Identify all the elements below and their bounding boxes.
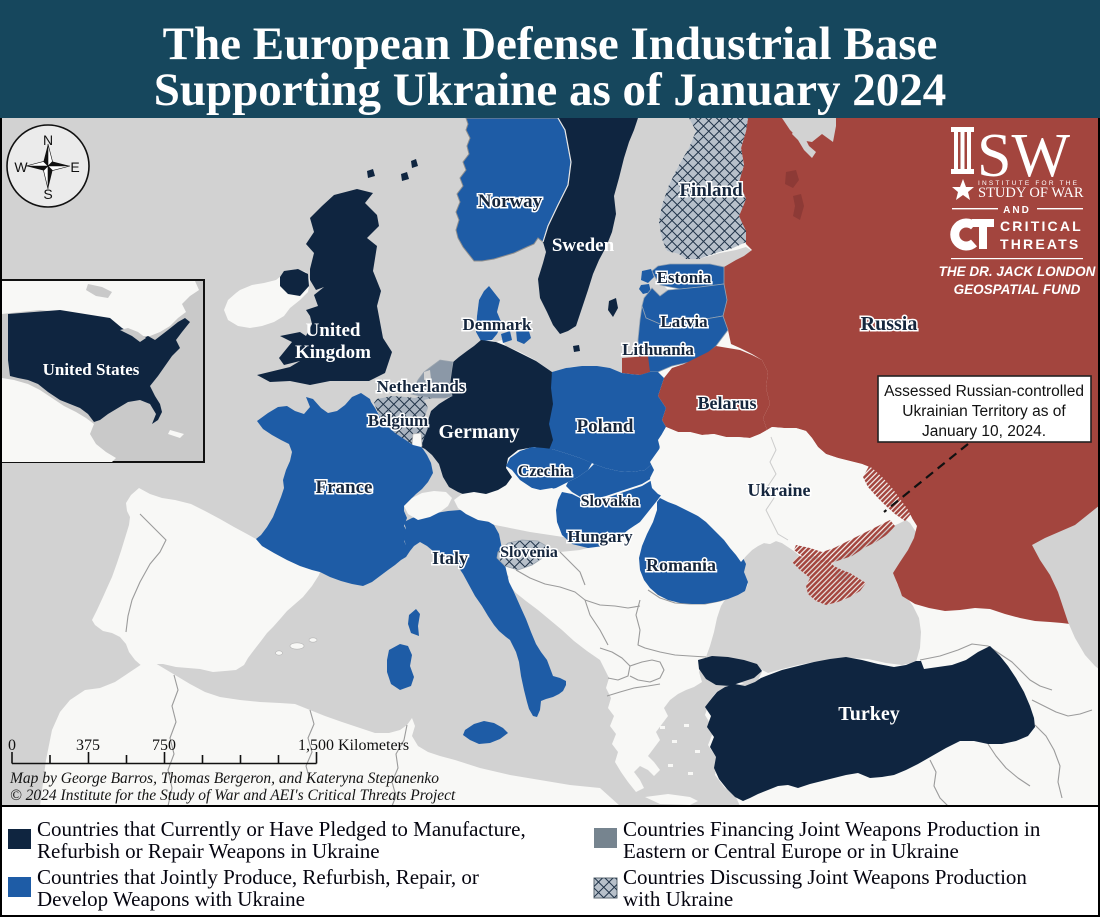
svg-text:AND: AND <box>1003 205 1031 216</box>
svg-text:Czechia: Czechia <box>518 463 572 480</box>
svg-text:Countries that Currently or Ha: Countries that Currently or Have Pledged… <box>37 817 526 841</box>
svg-text:Turkey: Turkey <box>838 703 900 725</box>
svg-text:Develop Weapons with Ukraine: Develop Weapons with Ukraine <box>37 887 305 911</box>
svg-text:Netherlands: Netherlands <box>377 377 466 396</box>
svg-text:January 10, 2024.: January 10, 2024. <box>922 423 1046 440</box>
svg-text:with Ukraine: with Ukraine <box>623 887 733 911</box>
svg-text:United: United <box>306 320 361 341</box>
svg-text:Kingdom: Kingdom <box>295 342 371 363</box>
svg-text:GEOSPATIAL FUND: GEOSPATIAL FUND <box>954 282 1081 297</box>
svg-text:INSTITUTE FOR THE: INSTITUTE FOR THE <box>978 180 1079 187</box>
svg-text:Italy: Italy <box>432 548 468 568</box>
svg-text:750: 750 <box>152 737 176 754</box>
svg-text:Eastern or Central Europe or i: Eastern or Central Europe or in Ukraine <box>623 839 959 863</box>
svg-text:Lithuania: Lithuania <box>622 340 694 359</box>
svg-text:Latvia: Latvia <box>660 312 708 331</box>
svg-text:Countries that Jointly Produce: Countries that Jointly Produce, Refurbis… <box>37 865 479 889</box>
svg-text:Belarus: Belarus <box>697 393 756 413</box>
svg-text:The European Defense Industria: The European Defense Industrial Base <box>163 18 938 70</box>
svg-text:Refurbish or Repair Weapons in: Refurbish or Repair Weapons in Ukraine <box>37 839 380 863</box>
svg-text:0: 0 <box>8 737 16 754</box>
svg-text:Map by George Barros, Thomas B: Map by George Barros, Thomas Bergeron, a… <box>9 770 439 787</box>
svg-text:W: W <box>14 159 28 175</box>
svg-text:STUDY OF WAR: STUDY OF WAR <box>978 185 1084 201</box>
svg-text:Germany: Germany <box>438 421 519 443</box>
svg-text:S: S <box>43 186 52 202</box>
svg-text:Ukraine: Ukraine <box>748 480 811 500</box>
svg-text:Slovenia: Slovenia <box>500 544 558 561</box>
svg-text:SW: SW <box>977 122 1070 190</box>
svg-text:Countries Financing Joint Weap: Countries Financing Joint Weapons Produc… <box>623 817 1041 841</box>
svg-text:© 2024 Institute for the Study: © 2024 Institute for the Study of War an… <box>10 787 456 804</box>
svg-text:1,500 Kilometers: 1,500 Kilometers <box>298 737 409 754</box>
svg-text:E: E <box>70 159 79 175</box>
svg-text:Romania: Romania <box>646 555 716 575</box>
svg-text:375: 375 <box>76 737 100 754</box>
svg-text:Estonia: Estonia <box>657 268 712 287</box>
svg-text:Belgium: Belgium <box>368 411 428 430</box>
svg-text:THREATS: THREATS <box>1000 236 1080 252</box>
svg-text:Sweden: Sweden <box>552 235 615 256</box>
svg-text:N: N <box>43 132 53 148</box>
svg-text:France: France <box>316 477 373 498</box>
svg-text:United States: United States <box>43 360 140 379</box>
svg-text:Hungary: Hungary <box>567 527 633 546</box>
svg-text:Russia: Russia <box>861 313 918 335</box>
svg-text:Ukrainian Territory as of: Ukrainian Territory as of <box>902 403 1066 420</box>
svg-text:Supporting Ukraine as of Janua: Supporting Ukraine as of January 2024 <box>154 64 947 116</box>
svg-text:Assessed Russian-controlled: Assessed Russian-controlled <box>884 383 1084 400</box>
svg-text:CRITICAL: CRITICAL <box>1000 218 1083 234</box>
svg-text:Poland: Poland <box>576 416 633 437</box>
svg-text:Countries Discussing Joint Wea: Countries Discussing Joint Weapons Produ… <box>623 865 1027 889</box>
svg-text:Slovakia: Slovakia <box>581 493 640 510</box>
svg-text:Norway: Norway <box>478 191 543 212</box>
svg-text:THE DR. JACK LONDON: THE DR. JACK LONDON <box>939 264 1096 279</box>
svg-text:Denmark: Denmark <box>463 315 532 334</box>
svg-text:Finland: Finland <box>679 180 743 201</box>
